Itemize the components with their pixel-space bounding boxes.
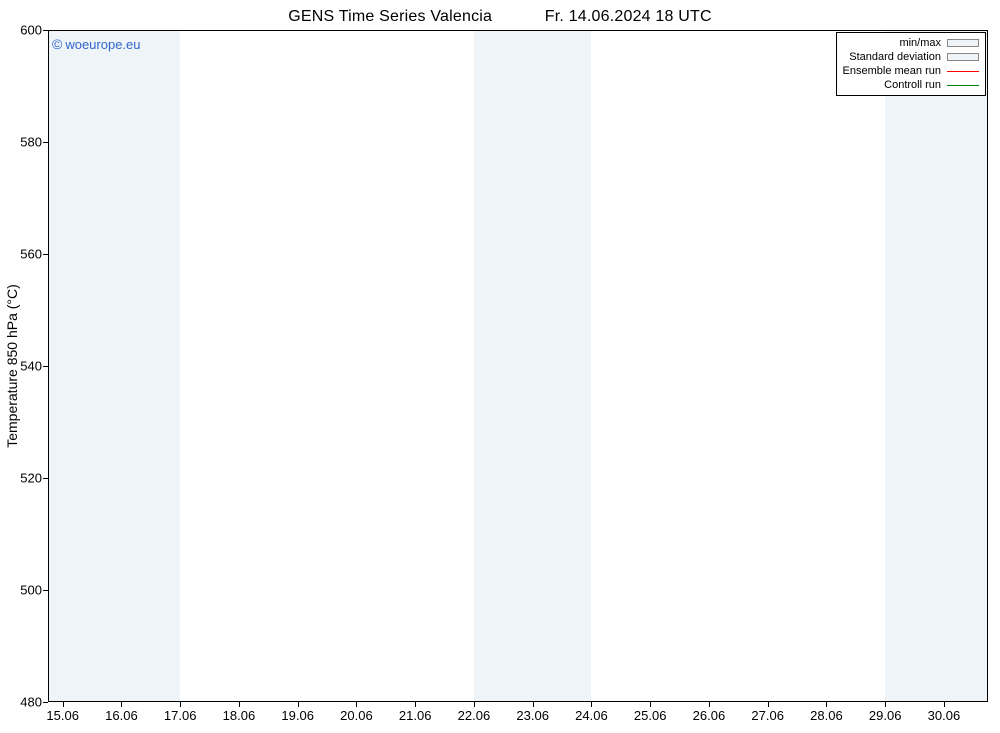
x-tick-label: 24.06 — [575, 708, 608, 723]
x-tick-label: 18.06 — [223, 708, 256, 723]
copyright-icon: © — [52, 36, 62, 52]
y-tick-label: 480 — [20, 695, 42, 710]
x-tick-mark — [180, 702, 181, 707]
y-tick-label: 560 — [20, 247, 42, 262]
x-tick-mark — [474, 702, 475, 707]
watermark: © woeurope.eu — [52, 36, 141, 52]
y-tick-mark — [43, 366, 48, 367]
legend-swatch — [947, 71, 979, 72]
weekend-band — [474, 30, 592, 702]
x-tick-label: 17.06 — [164, 708, 197, 723]
x-tick-mark — [650, 702, 651, 707]
x-tick-label: 23.06 — [516, 708, 549, 723]
x-tick-mark — [239, 702, 240, 707]
x-tick-label: 27.06 — [751, 708, 784, 723]
x-tick-label: 20.06 — [340, 708, 373, 723]
title-source: GENS Time Series — [288, 8, 425, 25]
legend: min/maxStandard deviationEnsemble mean r… — [836, 32, 986, 96]
weekend-band — [48, 30, 180, 702]
weekend-band — [885, 30, 988, 702]
x-tick-mark — [121, 702, 122, 707]
legend-swatch — [947, 53, 979, 61]
y-tick-mark — [43, 702, 48, 703]
x-tick-mark — [533, 702, 534, 707]
legend-label: Standard deviation — [849, 50, 941, 64]
x-tick-label: 29.06 — [869, 708, 902, 723]
x-tick-label: 30.06 — [928, 708, 961, 723]
x-tick-label: 16.06 — [105, 708, 138, 723]
y-tick-mark — [43, 478, 48, 479]
watermark-text: woeurope.eu — [65, 37, 140, 52]
title-datetime: Fr. 14.06.2024 18 UTC — [545, 8, 712, 26]
x-tick-mark — [591, 702, 592, 707]
x-tick-label: 21.06 — [399, 708, 432, 723]
y-tick-mark — [43, 590, 48, 591]
legend-row: min/max — [843, 36, 979, 50]
legend-label: Controll run — [884, 78, 941, 92]
x-tick-mark — [415, 702, 416, 707]
x-tick-label: 15.06 — [46, 708, 79, 723]
x-tick-label: 25.06 — [634, 708, 667, 723]
x-tick-mark — [768, 702, 769, 707]
y-tick-label: 580 — [20, 135, 42, 150]
x-tick-mark — [826, 702, 827, 707]
legend-swatch — [947, 85, 979, 86]
legend-label: min/max — [899, 36, 941, 50]
x-tick-mark — [709, 702, 710, 707]
chart-title: GENS Time Series Valencia Fr. 14.06.2024… — [0, 8, 1000, 26]
x-tick-mark — [944, 702, 945, 707]
y-axis-title: Temperature 850 hPa (°C) — [4, 284, 20, 448]
x-tick-label: 19.06 — [281, 708, 314, 723]
y-tick-mark — [43, 254, 48, 255]
y-tick-label: 500 — [20, 583, 42, 598]
x-tick-label: 22.06 — [458, 708, 491, 723]
x-tick-mark — [63, 702, 64, 707]
y-tick-label: 540 — [20, 359, 42, 374]
y-tick-mark — [43, 142, 48, 143]
x-tick-mark — [298, 702, 299, 707]
legend-label: Ensemble mean run — [843, 64, 941, 78]
legend-row: Ensemble mean run — [843, 64, 979, 78]
x-tick-label: 28.06 — [810, 708, 843, 723]
legend-swatch — [947, 39, 979, 47]
x-tick-label: 26.06 — [693, 708, 726, 723]
x-tick-mark — [885, 702, 886, 707]
title-location: Valencia — [430, 8, 492, 25]
title-source-location: GENS Time Series Valencia — [288, 8, 492, 26]
y-tick-label: 520 — [20, 471, 42, 486]
legend-row: Standard deviation — [843, 50, 979, 64]
y-tick-mark — [43, 30, 48, 31]
y-tick-label: 600 — [20, 23, 42, 38]
plot-area: © woeurope.eu min/maxStandard deviationE… — [48, 30, 988, 702]
chart-container: GENS Time Series Valencia Fr. 14.06.2024… — [0, 0, 1000, 733]
x-tick-mark — [356, 702, 357, 707]
legend-row: Controll run — [843, 78, 979, 92]
